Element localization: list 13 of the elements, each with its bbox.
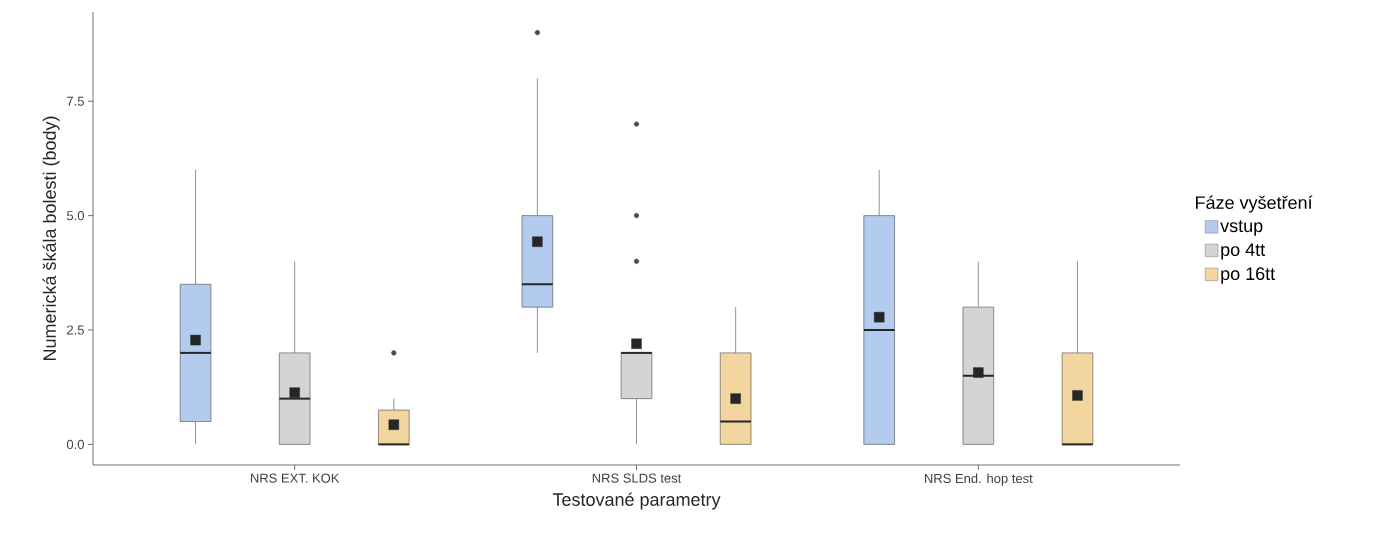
y-tick-label: 0.0	[66, 439, 84, 449]
y-tick-label: 5.0	[66, 211, 84, 221]
x-tick-label: NRS SLDS test	[592, 473, 682, 483]
x-tick-label: NRS EXT. KOK	[250, 473, 340, 483]
y-axis-title: Numerická škála bolesti (body)	[42, 116, 60, 361]
x-tick-label: NRS End. hop test	[924, 473, 1033, 486]
x-axis-title: Testované parametry	[552, 492, 721, 510]
legend-label: vstup	[1220, 220, 1263, 236]
legend-title: Fáze vyšetření	[1196, 195, 1313, 213]
legend-label: po 16tt	[1221, 267, 1276, 284]
y-tick-label: 7.5	[67, 96, 84, 106]
y-tick-label: 2.5	[67, 325, 84, 335]
legend-label: po 4tt	[1221, 243, 1266, 260]
